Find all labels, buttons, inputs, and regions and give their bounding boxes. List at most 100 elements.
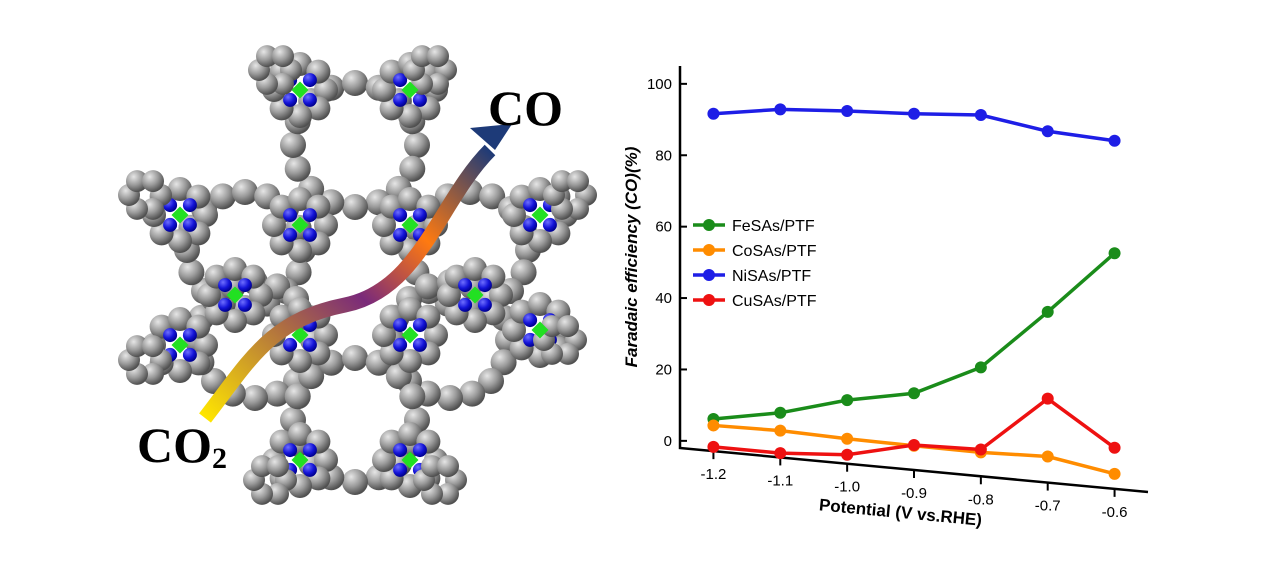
metal-atom — [401, 451, 419, 469]
carbon-atom — [314, 78, 338, 102]
nitrogen-atom — [393, 227, 408, 242]
nitrogen-atom — [542, 217, 557, 232]
nitrogen-atom — [283, 92, 298, 107]
carbon-atom — [285, 259, 312, 286]
nitrogen-atom — [393, 337, 408, 352]
nitrogen-atom — [393, 208, 408, 223]
legend-marker — [703, 294, 715, 306]
data-point — [1108, 134, 1121, 147]
carbon-atom — [567, 197, 589, 220]
legend-label: CuSAs/PTF — [732, 293, 817, 310]
carbon-atom — [251, 455, 273, 478]
x-tick-label: -0.6 — [1102, 504, 1128, 521]
y-tick-label: 40 — [655, 290, 672, 307]
nitrogen-atom — [412, 208, 427, 223]
carbon-atom — [194, 333, 218, 357]
metal-atom — [171, 336, 189, 354]
carbon-atom — [288, 239, 312, 263]
data-point — [1041, 450, 1054, 463]
data-point — [841, 448, 854, 461]
data-point — [1108, 247, 1121, 260]
carbon-atom — [126, 170, 148, 193]
carbon-atom — [398, 349, 422, 373]
carbon-atom — [437, 385, 463, 411]
nitrogen-atom — [523, 198, 538, 213]
carbon-atom — [502, 203, 526, 227]
carbon-atom — [284, 383, 311, 410]
carbon-atom — [142, 197, 164, 220]
carbon-atom — [314, 213, 338, 237]
data-point — [841, 104, 854, 117]
nitrogen-atom — [458, 297, 473, 312]
nitrogen-atom — [302, 92, 317, 107]
data-point — [974, 443, 987, 456]
carbon-atom — [411, 45, 433, 68]
nitrogen-atom — [458, 278, 473, 293]
faradaic-efficiency-chart: 0 20 40 60 80 100 -1.2 -1.1 -1.0 -0.9 -0.8 -0.7 -0.… — [622, 66, 1149, 530]
carbon-atom — [272, 72, 294, 95]
carbon-atom — [178, 259, 205, 286]
data-point — [841, 432, 854, 445]
data-point — [974, 108, 987, 121]
data-point — [1041, 125, 1054, 138]
reaction-arrow — [199, 144, 496, 423]
carbon-atom — [478, 368, 505, 395]
carbon-atom — [398, 187, 422, 211]
nitrogen-atom — [477, 297, 492, 312]
carbon-atom — [280, 132, 306, 158]
legend-label: NiSAs/PTF — [732, 268, 811, 285]
carbon-atom — [437, 482, 459, 505]
carbon-atom — [223, 309, 247, 333]
nitrogen-atom — [218, 297, 233, 312]
nitrogen-atom — [412, 318, 427, 333]
carbon-atom — [372, 448, 396, 472]
carbon-atom — [437, 283, 461, 307]
data-point — [774, 406, 787, 419]
carbon-atom — [142, 335, 164, 358]
y-axis-title: Faradaic efficiency (CO)(%) — [622, 146, 641, 367]
carbon-atom — [209, 183, 236, 210]
data-point — [908, 439, 920, 452]
nitrogen-atom — [302, 462, 317, 477]
carbon-atom — [142, 170, 164, 193]
carbon-atom — [126, 335, 148, 358]
carbon-atom — [342, 469, 368, 495]
y-tick-label: 0 — [664, 433, 672, 450]
nitrogen-atom — [182, 198, 197, 213]
carbon-atom — [262, 213, 286, 237]
carbon-atom — [421, 455, 443, 478]
data-point — [707, 440, 720, 453]
carbon-atom — [551, 170, 573, 193]
nitrogen-atom — [237, 297, 252, 312]
carbon-atom — [372, 78, 396, 102]
carbon-atom — [288, 349, 312, 373]
carbon-atom — [427, 45, 449, 68]
carbon-atom — [398, 422, 422, 446]
carbon-atom — [463, 309, 487, 333]
carbon-atom — [314, 448, 338, 472]
nitrogen-atom — [182, 328, 197, 343]
nitrogen-atom — [393, 92, 408, 107]
nitrogen-atom — [523, 313, 538, 328]
metal-atom — [401, 216, 419, 234]
molecular-framework-illustration: CO CO2 — [118, 45, 597, 505]
y-tick-label: 20 — [655, 361, 672, 378]
metal-atom — [531, 206, 549, 224]
metal-centers — [171, 81, 549, 469]
carbon-atom — [242, 385, 268, 411]
carbon-atom — [249, 283, 273, 307]
nitrogen-atom — [182, 347, 197, 362]
carbon-atom — [272, 45, 294, 68]
x-tick-label: -0.8 — [968, 491, 994, 508]
carbon-atom — [288, 422, 312, 446]
carbon-atom — [398, 297, 422, 321]
data-point — [1108, 467, 1121, 480]
reactant-label: CO2 — [137, 417, 227, 475]
carbon-atom — [510, 259, 537, 286]
carbon-atom — [437, 455, 459, 478]
data-point — [707, 107, 720, 120]
data-point — [974, 361, 987, 374]
nitrogen-atom — [283, 337, 298, 352]
carbon-atom — [372, 323, 396, 347]
reactant-formula: CO — [137, 417, 212, 473]
